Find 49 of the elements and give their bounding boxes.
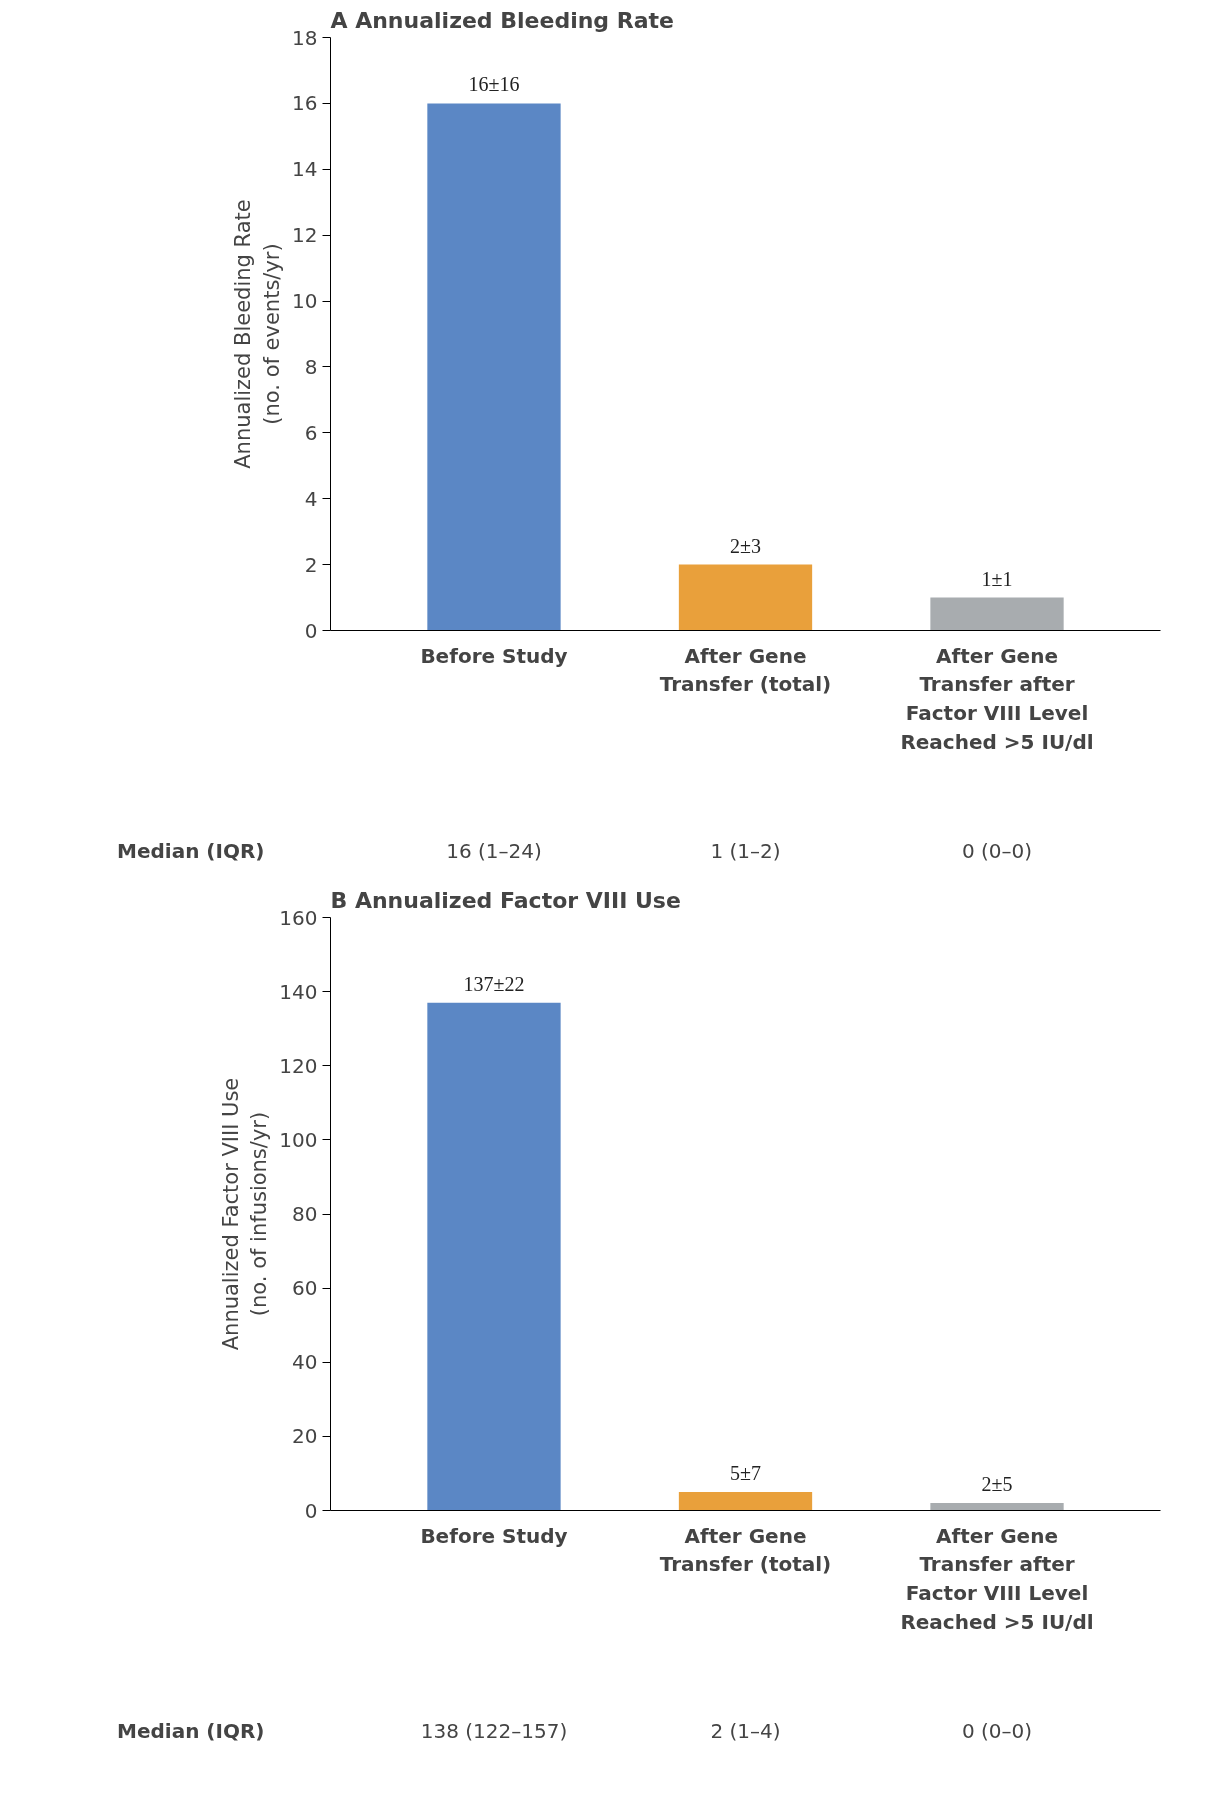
y-tick-label: 160 xyxy=(279,905,318,930)
y-tick-label: 16 xyxy=(292,91,318,116)
y-tick-label: 100 xyxy=(279,1127,318,1152)
data-label: 1±1 xyxy=(981,567,1013,590)
y-tick-label: 0 xyxy=(304,1498,318,1523)
bar xyxy=(678,564,813,631)
x-tick-label: After Gene Transfer (total) xyxy=(659,643,832,697)
data-label: 16±16 xyxy=(468,73,520,96)
y-tick-label: 120 xyxy=(279,1053,318,1078)
y-tick-label: 18 xyxy=(292,25,318,50)
chart-title: A Annualized Bleeding Rate xyxy=(330,7,674,33)
y-tick-label: 2 xyxy=(304,552,318,577)
data-label: 2±5 xyxy=(981,1473,1013,1496)
y-tick-label: 60 xyxy=(292,1276,318,1301)
bar xyxy=(427,103,561,631)
data-label: 5±7 xyxy=(730,1461,761,1484)
data-label: 137±22 xyxy=(463,972,525,995)
text: Median (IQR) xyxy=(117,1718,265,1743)
text: Median (IQR) xyxy=(117,838,265,863)
y-axis-title: Annualized Bleeding Rate (no. of events/yr) xyxy=(231,199,285,469)
chart-title: B Annualized Factor VIII Use xyxy=(330,887,681,913)
y-axis-title: Annualized Factor VIII Use (no. of infusions/yr) xyxy=(218,1077,272,1351)
bar xyxy=(678,1491,813,1511)
y-tick-label: 4 xyxy=(304,486,318,511)
bar xyxy=(930,1503,1064,1511)
bar xyxy=(930,597,1064,631)
text: 1 (1–2) xyxy=(710,838,781,863)
y-tick-label: 8 xyxy=(304,354,318,379)
y-tick-label: 12 xyxy=(292,223,318,248)
x-tick-label: Before Study xyxy=(420,643,568,668)
text: 138 (122–157) xyxy=(420,1718,568,1743)
y-tick-label: 80 xyxy=(292,1202,318,1226)
text: 16 (1–24) xyxy=(446,838,542,863)
y-tick-label: 6 xyxy=(304,420,318,445)
y-tick-label: 40 xyxy=(292,1350,318,1375)
x-tick-label: After Gene Transfer after Factor VIII Level Reached >5 IU/dl xyxy=(900,1523,1094,1634)
x-tick-label: After Gene Transfer after Factor VIII Level Reached >5 IU/dl xyxy=(900,643,1094,754)
bar xyxy=(427,1002,561,1511)
x-tick-label: Before Study xyxy=(420,1523,568,1548)
y-tick-label: 10 xyxy=(292,289,318,314)
text: 0 (0–0) xyxy=(961,1718,1033,1743)
y-tick-label: 140 xyxy=(279,979,318,1004)
y-tick-label: 0 xyxy=(304,618,318,643)
text: 2 (1–4) xyxy=(710,1718,781,1743)
text: 0 (0–0) xyxy=(961,838,1033,863)
x-tick-label: After Gene Transfer (total) xyxy=(659,1523,832,1577)
y-tick-label: 20 xyxy=(292,1424,318,1449)
data-label: 2±3 xyxy=(730,534,761,557)
y-tick-label: 14 xyxy=(292,157,318,182)
